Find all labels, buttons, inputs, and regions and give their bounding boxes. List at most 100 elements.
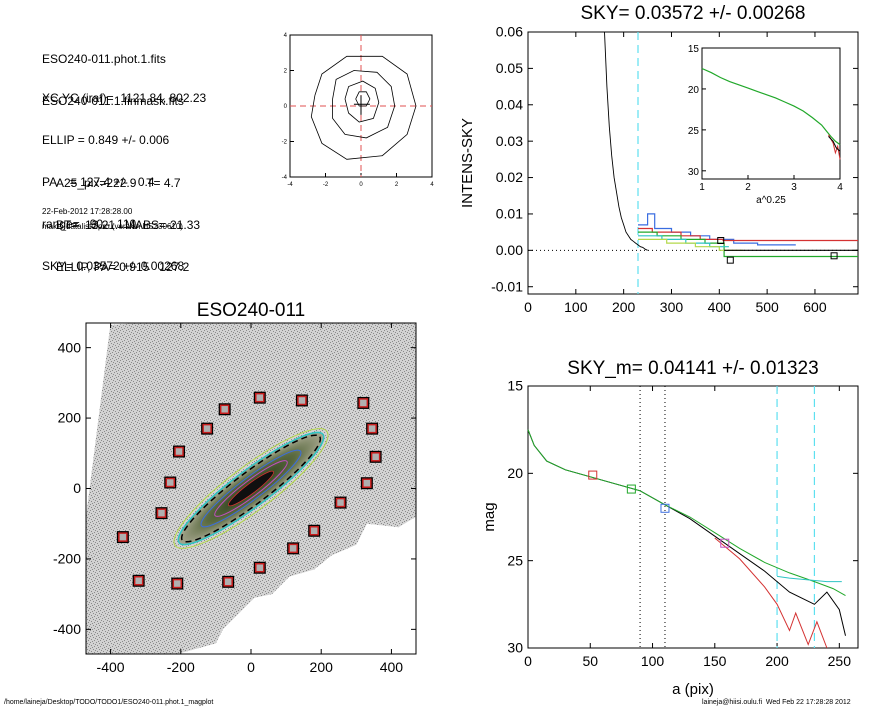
sky-box-marker xyxy=(201,422,214,435)
galaxy-isophote xyxy=(173,428,329,549)
sky-box-marker xyxy=(334,496,347,509)
galaxy-isophote xyxy=(214,460,288,517)
mag-marker xyxy=(588,470,598,480)
sky-box-marker xyxy=(222,575,235,588)
mag-title: SKY_m= 0.04141 +/- 0.01323 xyxy=(567,358,818,379)
footer-user: laineja@hiisi.oulu.fi Wed Feb 22 17:28:2… xyxy=(702,699,851,706)
mag-y-label: 20 xyxy=(507,465,523,481)
sky-box-marker-inner xyxy=(362,478,372,488)
inset-y-label: 15 xyxy=(688,44,700,55)
inset-x-label: 2 xyxy=(745,182,751,193)
contour-x-label: 2 xyxy=(395,182,399,188)
sky-profile-line xyxy=(604,31,648,251)
contour-x-label: 0 xyxy=(359,182,363,188)
sky-box-marker-inner xyxy=(202,423,212,434)
header-line: ESO240-011.1.finmask.fits xyxy=(42,94,184,108)
sky-box-marker xyxy=(164,476,177,489)
mag-xlabel: a (pix) xyxy=(672,681,714,698)
mag-ylabel: mag xyxy=(481,502,498,531)
mag-x-label: 150 xyxy=(703,653,727,669)
sky-box-marker-inner xyxy=(174,446,184,457)
sky-box-marker-inner xyxy=(358,398,369,408)
galaxy-core xyxy=(228,470,274,507)
image-y-label: 400 xyxy=(58,339,82,355)
inset-y-label: 30 xyxy=(688,167,700,178)
sky-y-label: 0.00 xyxy=(496,242,523,258)
header-line: PA = 127.4 +/- 0.4 xyxy=(42,175,155,189)
sky-box-marker xyxy=(218,403,231,416)
sky-frame xyxy=(527,31,859,295)
sky-title: SKY= 0.03572 +/- 0.00268 xyxy=(580,3,805,24)
sky-box-marker xyxy=(171,577,184,590)
sky-box-marker-inner xyxy=(172,578,183,589)
contour-y-label: -4 xyxy=(282,175,288,181)
mag-y-label: 25 xyxy=(507,552,523,568)
sky-marker xyxy=(830,252,838,260)
header-file-lines: ESO240-011.phot.1.fits ESO240-011.1.finm… xyxy=(42,24,184,136)
contour-x-label: -4 xyxy=(287,182,293,188)
sky-x-label: 300 xyxy=(660,299,684,315)
mag-x-label: 50 xyxy=(582,653,598,669)
sky-x-label: 200 xyxy=(612,299,636,315)
image-x-label: 0 xyxy=(247,659,255,675)
contour-y-label: 0 xyxy=(284,104,288,110)
sky-box-marker-inner xyxy=(255,562,265,573)
sky-x-label: 100 xyxy=(564,299,588,315)
sky-box-marker xyxy=(116,531,129,544)
sky-y-label: 0.02 xyxy=(496,169,523,185)
inset-xlabel: a^0.25 xyxy=(756,195,786,206)
mag-marker xyxy=(720,538,730,548)
image-y-label: 0 xyxy=(73,480,81,496)
sky-box-marker xyxy=(155,507,168,520)
sky-box-marker-inner xyxy=(297,395,307,406)
sky-box-marker xyxy=(132,574,145,587)
header-line: A25_pix=222.9 T= 4.7 xyxy=(56,176,181,190)
sky-box-marker-inner xyxy=(309,526,319,536)
image-x-label: -400 xyxy=(97,659,125,675)
sky-series-line xyxy=(638,227,858,242)
mag-frame xyxy=(527,385,859,649)
inset-curve xyxy=(701,67,841,146)
mag-x-label: 100 xyxy=(641,653,665,669)
mag-x-label: 0 xyxy=(524,653,532,669)
mag-y-label: 15 xyxy=(507,378,523,394)
contour-y-label: 2 xyxy=(284,69,288,75)
sky-x-label: 600 xyxy=(803,299,827,315)
inset-x-label: 3 xyxy=(791,182,797,193)
header-param-lines: XC,YC (iraf)= 1121.84, 802.23 ELLIP = 0.… xyxy=(42,63,206,301)
sky-series-line xyxy=(638,213,796,246)
galaxy-aperture xyxy=(180,434,322,543)
mag-marker xyxy=(626,484,636,494)
contour-x-label: 4 xyxy=(430,182,434,188)
sky-box-marker xyxy=(360,477,373,490)
image-x-label: 400 xyxy=(380,659,404,675)
contour-line xyxy=(332,70,396,139)
sky-box-marker-inner xyxy=(370,452,381,462)
contour-line xyxy=(344,80,380,123)
sky-box-marker xyxy=(173,445,186,458)
sky-box-marker-inner xyxy=(288,543,298,554)
inset-frame xyxy=(701,47,841,180)
mag-series-line xyxy=(527,429,846,636)
image-x-label: -200 xyxy=(167,659,195,675)
sky-y-label: -0.01 xyxy=(491,278,523,294)
contour-line xyxy=(355,91,371,107)
header-result-lines: A25_pix=222.9 T= 4.7 BT= 13.21 MABS=-21.… xyxy=(56,148,200,302)
mag-y-label: 30 xyxy=(507,640,523,656)
sky-x-label: 500 xyxy=(755,299,779,315)
sky-box-marker-inner xyxy=(165,477,176,488)
contour-y-label: -2 xyxy=(282,140,288,146)
inset-x-label: 4 xyxy=(837,182,843,193)
sky-box-marker xyxy=(253,561,266,574)
sky-box-marker xyxy=(369,450,382,463)
contour-x-label: -2 xyxy=(323,182,329,188)
image-y-label: -400 xyxy=(53,621,81,637)
sky-y-label: 0.05 xyxy=(496,60,523,76)
inset-curve xyxy=(828,136,841,152)
sky-marker xyxy=(726,256,734,264)
image-field-edge xyxy=(86,323,111,517)
contour-line xyxy=(310,55,417,160)
sky-box-marker xyxy=(287,542,300,555)
header-line: BT= 13.21 MABS=-21.33 xyxy=(56,218,201,232)
